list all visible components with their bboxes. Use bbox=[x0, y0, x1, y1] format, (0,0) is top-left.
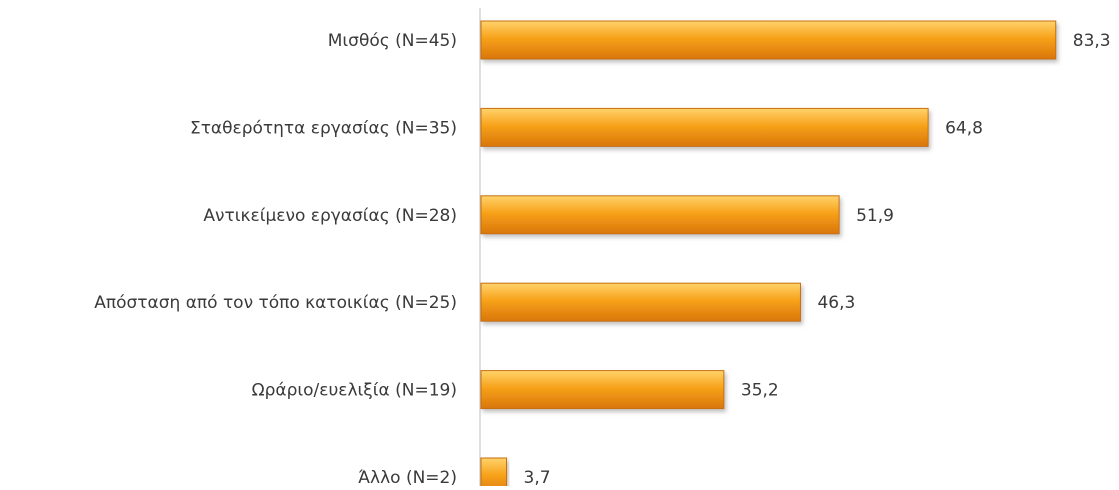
category-label: Σταθερότητα εργασίας (Ν=35) bbox=[190, 118, 457, 138]
category-label: Απόσταση από τον τόπο κατοικίας (Ν=25) bbox=[94, 293, 457, 313]
bar-row: Αντικείμενο εργασίας (Ν=28) 51,9 bbox=[203, 195, 894, 235]
category-label: Ωράριο/ευελιξία (Ν=19) bbox=[252, 381, 457, 401]
bar bbox=[480, 107, 929, 147]
bar bbox=[480, 20, 1057, 60]
bar bbox=[480, 282, 801, 322]
bar-row: Σταθερότητα εργασίας (Ν=35) 64,8 bbox=[190, 107, 983, 147]
bar-row: Απόσταση από τον τόπο κατοικίας (Ν=25) 46… bbox=[94, 282, 855, 322]
bar bbox=[480, 195, 840, 235]
data-label: 83,3 bbox=[1073, 31, 1111, 51]
bar-row: Μισθός (Ν=45) 83,3 bbox=[328, 20, 1111, 60]
data-label: 3,7 bbox=[524, 468, 551, 486]
category-label: Άλλο (Ν=2) bbox=[358, 468, 457, 486]
bar-row: Ωράριο/ευελιξία (Ν=19) 35,2 bbox=[252, 370, 779, 410]
category-label: Μισθός (Ν=45) bbox=[328, 31, 457, 51]
data-label: 64,8 bbox=[945, 118, 983, 138]
bars-layer: Μισθός (Ν=45) 83,3 Σταθερότητα εργασίας (Ν… bbox=[94, 20, 1111, 490]
bar bbox=[480, 370, 725, 410]
bar-row: Άλλο (Ν=2) 3,7 bbox=[358, 457, 551, 490]
bar bbox=[480, 457, 508, 490]
data-label: 51,9 bbox=[856, 206, 894, 226]
data-label: 35,2 bbox=[741, 381, 779, 401]
data-label: 46,3 bbox=[817, 293, 855, 313]
category-label: Αντικείμενο εργασίας (Ν=28) bbox=[203, 206, 457, 226]
